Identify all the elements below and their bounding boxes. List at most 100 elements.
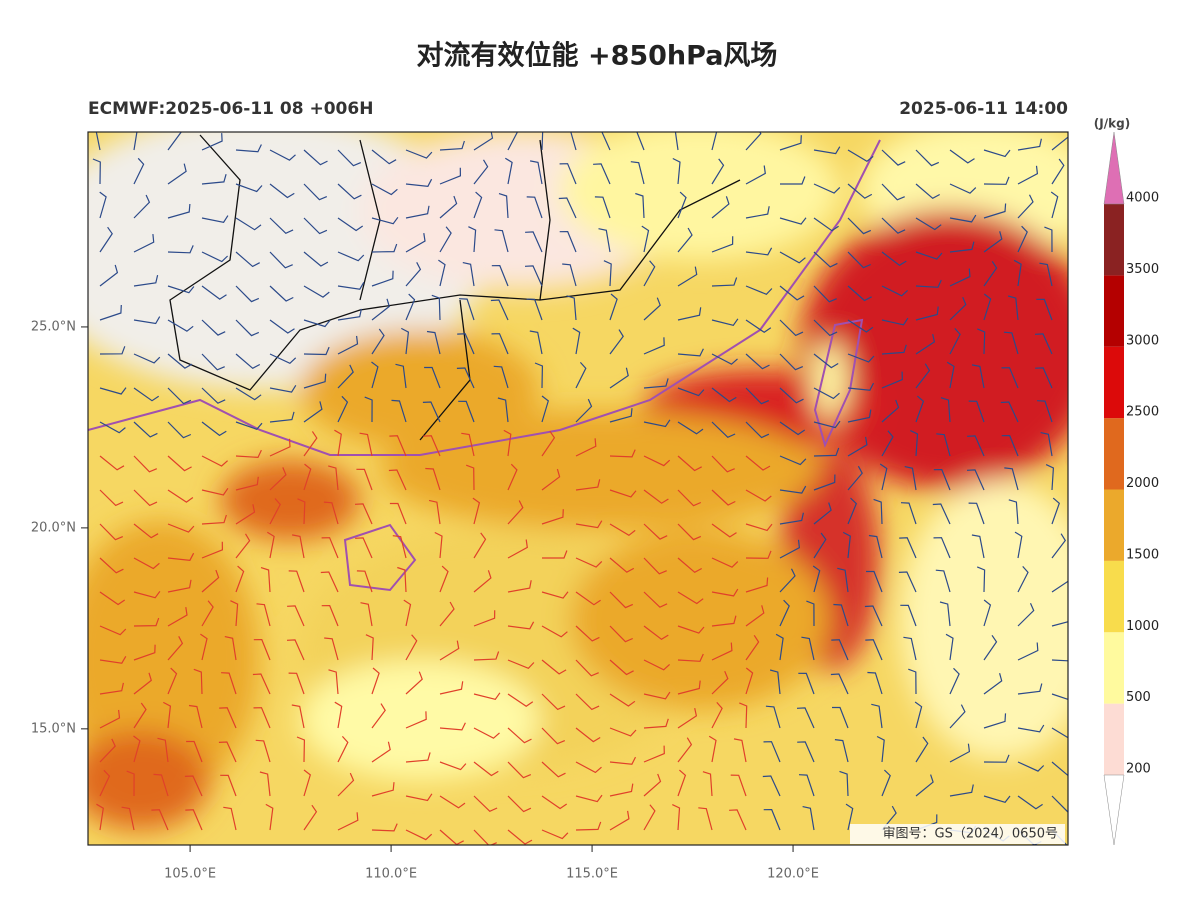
wind-barb [456,367,475,389]
wind-barb [813,447,840,457]
wind-barb [491,264,509,287]
note-bg [850,824,1065,844]
wind-barb [303,373,327,389]
wind-barb [397,566,407,593]
wind-barb [609,727,637,737]
wind-barb [541,430,556,457]
wind-barb [813,387,840,400]
wind-barb [834,739,849,763]
wind-barb [167,203,191,219]
wind-barb [438,259,446,287]
wind-barb [260,567,271,593]
wind-barb [575,794,603,803]
wind-barb [779,217,807,225]
wind-barb [881,217,906,234]
x-tick-label: 110.0°E [365,867,417,882]
wind-barb [288,570,305,593]
wind-barb [779,421,806,436]
wind-barb [745,667,754,695]
wind-barb [405,829,433,841]
wind-barb [933,537,951,559]
wind-barb [739,702,748,729]
wind-barb [745,550,772,559]
map-field [88,132,1068,845]
wind-barb [813,474,836,491]
wind-barb [971,364,985,389]
run-label: ECMWF:2025-06-11 08 +006H [88,99,373,119]
wind-barb [201,285,227,300]
wind-barb [949,704,966,729]
wind-barb [798,672,815,695]
wind-barb [188,704,203,729]
title: 对流有效位能 +850hPa风场 [417,40,778,72]
wind-barb [711,421,736,439]
wind-barb [641,225,650,253]
wind-barb [711,132,718,151]
wind-barb [133,617,160,627]
wind-barb [303,217,328,235]
wind-barb [643,260,656,287]
wind-barb [235,449,262,459]
wind-barb [983,713,1007,729]
wind-barb [837,567,849,593]
wind-barb [507,539,528,559]
wind-barb [493,365,509,389]
wind-barb [575,520,603,529]
wind-barb [529,330,543,355]
wind-barb [1051,497,1061,525]
wind-barb [745,285,773,296]
x-tick-label: 120.0°E [767,867,819,882]
wind-barb [337,308,362,321]
wind-barb [126,770,135,797]
wind-barb [99,591,126,606]
wind-barb [779,512,804,525]
wind-barb [881,371,903,389]
wind-barb [711,557,739,568]
wind-barb [609,489,637,498]
wind-barb [1034,333,1053,355]
wind-barb [813,319,838,337]
colorbar-unit: (J/kg) [1094,117,1130,131]
wind-barb [698,807,713,831]
colorbar-label: 200 [1126,762,1151,777]
colorbar-segment [1104,346,1124,419]
wind-barb [269,353,297,365]
colorbar-under [1103,774,1125,846]
wind-barb [609,449,636,458]
wind-barb [462,262,475,287]
wind-barb [559,230,577,253]
wind-barb [562,263,577,287]
wind-barb [405,178,433,187]
wind-barb [936,433,951,457]
wind-barb [603,260,612,287]
wind-barb [269,285,294,302]
wind-barb [935,569,951,593]
wind-barb [297,498,306,525]
wind-barb [711,588,739,597]
wind-barb [473,829,497,845]
wind-barb [609,659,634,676]
wind-barb [677,191,687,219]
wind-barb [133,421,158,438]
wind-barb [609,810,630,831]
wind-barb [151,809,169,831]
wind-barb [847,149,874,163]
wind-barb [221,672,237,695]
wind-barb [575,693,600,711]
wind-barb [677,707,698,729]
wind-barb [133,194,151,219]
wind-barb [866,570,883,593]
wind-barb [575,479,601,491]
wind-barb [910,430,919,457]
wind-barb [337,183,362,200]
wind-barb [1017,566,1029,593]
wind-barb [507,659,535,670]
wind-barb [371,270,394,287]
wind-barb [1017,225,1028,253]
wind-barb [711,236,734,253]
x-tick-label: 105.0°E [164,867,216,882]
wind-barb [609,367,629,389]
wind-barb [915,279,942,288]
wind-barb [371,216,399,225]
wind-barb [1039,262,1053,287]
